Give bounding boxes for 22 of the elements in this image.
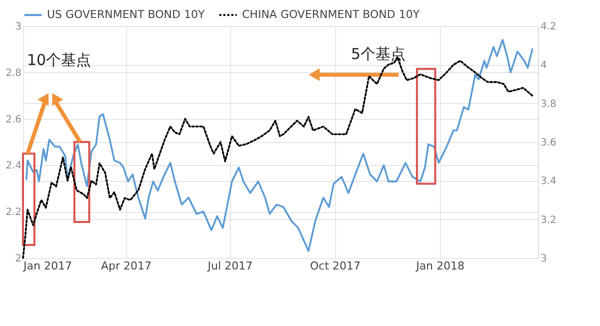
y2-tick-label: 3.2 (540, 214, 556, 226)
y2-tick-label: 4 (540, 60, 547, 72)
y-tick-label: 2.6 (6, 114, 22, 126)
annotation: 5个基点 (351, 45, 406, 63)
y-tick-label: 2 (15, 254, 22, 264)
legend-label: CHINA GOVERNMENT BOND 10Y (242, 8, 420, 21)
y2-tick-label: 3.4 (540, 176, 556, 188)
y-tick-label: 2.8 (6, 68, 22, 79)
y-tick-label: 2.2 (6, 207, 22, 218)
legend-label: US GOVERNMENT BOND 10Y (47, 8, 205, 21)
y2-tick-label: 3.8 (540, 98, 556, 110)
x-tick-label: Oct 2017 (310, 260, 360, 272)
y2-tick-label: 3 (540, 254, 547, 264)
x-tick-label: Jul 2017 (206, 260, 253, 272)
y-tick-label: 3 (15, 22, 22, 32)
y2-tick-label: 3.6 (540, 138, 556, 148)
x-tick-label: Apr 2017 (101, 260, 152, 272)
x-tick-label: Jan 2017 (22, 260, 72, 272)
annotation: 10个基点 (27, 51, 92, 69)
x-tick-label: Jan 2018 (415, 260, 465, 272)
y2-tick-label: 4.2 (540, 22, 556, 32)
y-tick-label: 2.4 (6, 160, 22, 172)
